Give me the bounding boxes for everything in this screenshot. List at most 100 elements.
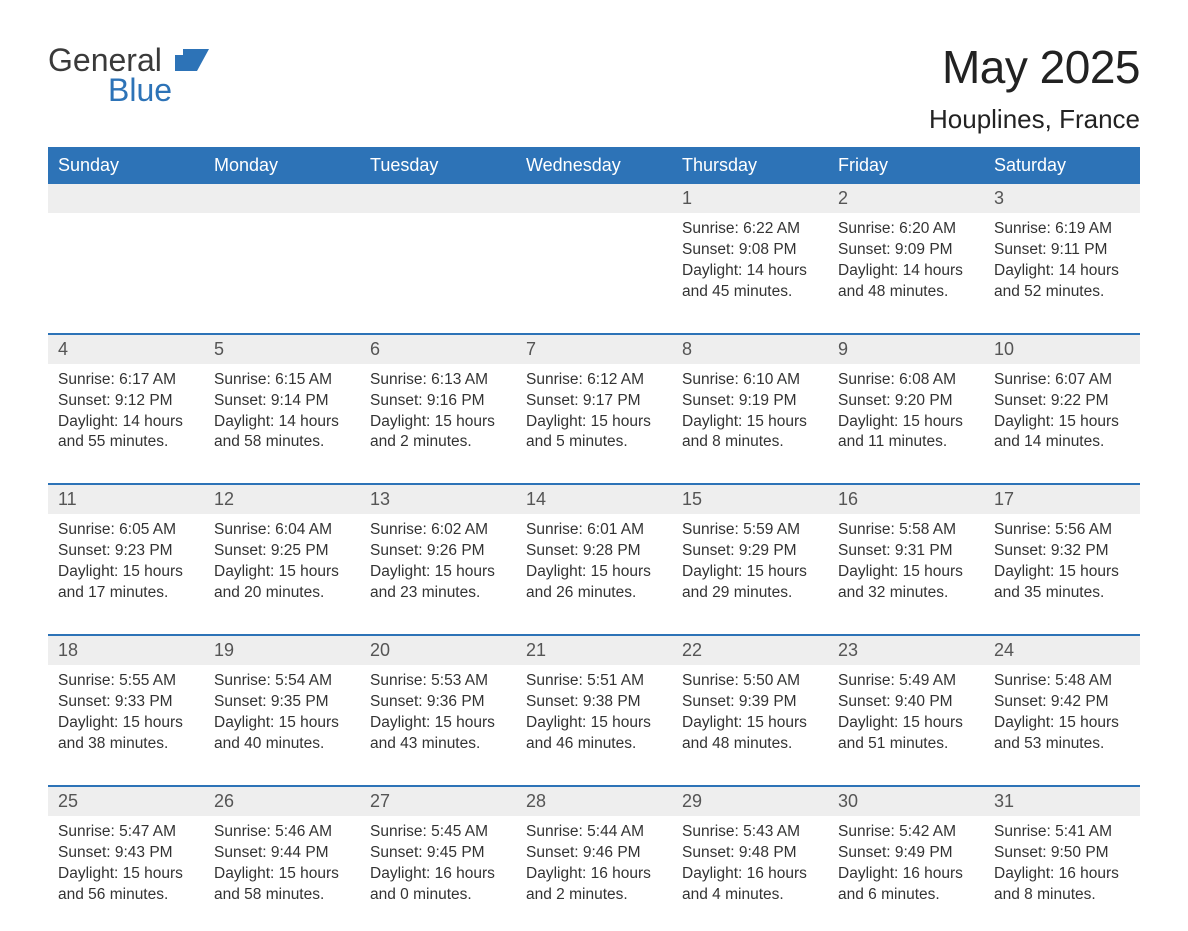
weekday-monday: Monday (204, 147, 360, 184)
weeks-container: 1 23 Sunrise: 6:22 AMSunset: 9:08 PMDaylig… (48, 184, 1140, 931)
weekday-wednesday: Wednesday (516, 147, 672, 184)
sunset-text: Sunset: 9:16 PM (370, 391, 506, 412)
day-cell: Sunrise: 5:43 AMSunset: 9:48 PMDaylight:… (672, 816, 828, 931)
sunset-text: Sunset: 9:09 PM (838, 240, 974, 261)
day-number: 28 (516, 787, 672, 816)
daylight-text: Daylight: 16 hours and 6 minutes. (838, 864, 974, 906)
sunset-text: Sunset: 9:23 PM (58, 541, 194, 562)
sunrise-text: Sunrise: 5:53 AM (370, 671, 506, 692)
daylight-text: Daylight: 15 hours and 29 minutes. (682, 562, 818, 604)
day-number: 13 (360, 485, 516, 514)
day-number: 5 (204, 335, 360, 364)
sunset-text: Sunset: 9:40 PM (838, 692, 974, 713)
sunset-text: Sunset: 9:31 PM (838, 541, 974, 562)
day-number: 16 (828, 485, 984, 514)
sunrise-text: Sunrise: 5:43 AM (682, 822, 818, 843)
daylight-text: Daylight: 15 hours and 48 minutes. (682, 713, 818, 755)
weekday-saturday: Saturday (984, 147, 1140, 184)
page-title: May 2025 (929, 40, 1140, 94)
sunset-text: Sunset: 9:39 PM (682, 692, 818, 713)
sunrise-text: Sunrise: 5:41 AM (994, 822, 1130, 843)
sunrise-text: Sunrise: 6:17 AM (58, 370, 194, 391)
sunset-text: Sunset: 9:33 PM (58, 692, 194, 713)
sunrise-text: Sunrise: 6:04 AM (214, 520, 350, 541)
daylight-text: Daylight: 15 hours and 32 minutes. (838, 562, 974, 604)
day-number: 18 (48, 636, 204, 665)
sunrise-text: Sunrise: 6:01 AM (526, 520, 662, 541)
sunset-text: Sunset: 9:36 PM (370, 692, 506, 713)
sunrise-text: Sunrise: 5:49 AM (838, 671, 974, 692)
sunrise-text: Sunrise: 6:10 AM (682, 370, 818, 391)
weekday-tuesday: Tuesday (360, 147, 516, 184)
day-number: 10 (984, 335, 1140, 364)
daydata-row: Sunrise: 6:17 AMSunset: 9:12 PMDaylight:… (48, 364, 1140, 480)
sunset-text: Sunset: 9:45 PM (370, 843, 506, 864)
weekday-thursday: Thursday (672, 147, 828, 184)
day-number: 23 (828, 636, 984, 665)
day-cell: Sunrise: 6:07 AMSunset: 9:22 PMDaylight:… (984, 364, 1140, 480)
day-cell: Sunrise: 6:22 AMSunset: 9:08 PMDaylight:… (672, 213, 828, 329)
day-number: 20 (360, 636, 516, 665)
daylight-text: Daylight: 15 hours and 38 minutes. (58, 713, 194, 755)
sunrise-text: Sunrise: 5:48 AM (994, 671, 1130, 692)
sunset-text: Sunset: 9:22 PM (994, 391, 1130, 412)
daydata-row: Sunrise: 6:05 AMSunset: 9:23 PM Daylight:… (48, 514, 1140, 630)
daylight-text: Daylight: 15 hours and 11 minutes. (838, 412, 974, 454)
daylight-text: Daylight: 16 hours and 8 minutes. (994, 864, 1130, 906)
day-cell: Sunrise: 6:12 AMSunset: 9:17 PMDaylight:… (516, 364, 672, 480)
day-cell: Sunrise: 5:51 AMSunset: 9:38 PMDaylight:… (516, 665, 672, 781)
day-number: 21 (516, 636, 672, 665)
daylight-text: Daylight: 15 hours and 8 minutes. (682, 412, 818, 454)
sunrise-text: Sunrise: 6:20 AM (838, 219, 974, 240)
day-number: 26 (204, 787, 360, 816)
sunrise-text: Sunrise: 6:19 AM (994, 219, 1130, 240)
sunset-text: Sunset: 9:46 PM (526, 843, 662, 864)
sunset-text: Sunset: 9:49 PM (838, 843, 974, 864)
day-number: 27 (360, 787, 516, 816)
sunrise-text: Sunrise: 5:46 AM (214, 822, 350, 843)
sunset-text: Sunset: 9:50 PM (994, 843, 1130, 864)
daylight-text: Daylight: 14 hours and 48 minutes. (838, 261, 974, 303)
sunrise-text: Sunrise: 5:42 AM (838, 822, 974, 843)
day-number: 6 (360, 335, 516, 364)
sunrise-text: Sunrise: 5:50 AM (682, 671, 818, 692)
day-cell (48, 213, 204, 329)
daylight-text: Daylight: 15 hours and 43 minutes. (370, 713, 506, 755)
sunrise-text: Sunrise: 6:15 AM (214, 370, 350, 391)
day-cell: Sunrise: 5:41 AMSunset: 9:50 PMDaylight:… (984, 816, 1140, 931)
sunset-text: Sunset: 9:14 PM (214, 391, 350, 412)
sunset-text: Sunset: 9:48 PM (682, 843, 818, 864)
daylight-text: Daylight: 15 hours and 26 minutes. (526, 562, 662, 604)
brand-text: General Blue (48, 40, 209, 106)
weekday-friday: Friday (828, 147, 984, 184)
daylight-text: Daylight: 15 hours and 5 minutes. (526, 412, 662, 454)
daydata-row: Sunrise: 5:47 AMSunset: 9:43 PMDaylight:… (48, 816, 1140, 931)
day-number: 8 (672, 335, 828, 364)
day-number: 1 (672, 184, 828, 213)
day-cell: Sunrise: 5:58 AMSunset: 9:31 PMDaylight:… (828, 514, 984, 630)
sunset-text: Sunset: 9:25 PM (214, 541, 350, 562)
day-number: 29 (672, 787, 828, 816)
sunset-text: Sunset: 9:17 PM (526, 391, 662, 412)
day-cell: Sunrise: 6:17 AMSunset: 9:12 PMDaylight:… (48, 364, 204, 480)
day-number: 22 (672, 636, 828, 665)
daylight-text: Daylight: 15 hours and 23 minutes. (370, 562, 506, 604)
day-cell: Sunrise: 6:08 AMSunset: 9:20 PMDaylight:… (828, 364, 984, 480)
daylight-text: Daylight: 14 hours and 58 minutes. (214, 412, 350, 454)
sunrise-text: Sunrise: 6:05 AM (58, 520, 194, 541)
sunrise-text: Sunrise: 5:56 AM (994, 520, 1130, 541)
daylight-text: Daylight: 14 hours and 52 minutes. (994, 261, 1130, 303)
daylight-text: Daylight: 15 hours and 58 minutes. (214, 864, 350, 906)
day-cell: Sunrise: 5:49 AMSunset: 9:40 PMDaylight:… (828, 665, 984, 781)
day-cell: Sunrise: 6:15 AMSunset: 9:14 PMDaylight:… (204, 364, 360, 480)
day-number (48, 184, 204, 213)
day-number: 4 (48, 335, 204, 364)
sunset-text: Sunset: 9:19 PM (682, 391, 818, 412)
sunrise-text: Sunrise: 5:55 AM (58, 671, 194, 692)
daylight-text: Daylight: 15 hours and 56 minutes. (58, 864, 194, 906)
sunrise-text: Sunrise: 6:13 AM (370, 370, 506, 391)
day-number: 15 (672, 485, 828, 514)
day-cell: Sunrise: 6:05 AMSunset: 9:23 PMDaylight:… (48, 514, 204, 630)
daylight-text: Daylight: 16 hours and 2 minutes. (526, 864, 662, 906)
sunrise-text: Sunrise: 6:07 AM (994, 370, 1130, 391)
